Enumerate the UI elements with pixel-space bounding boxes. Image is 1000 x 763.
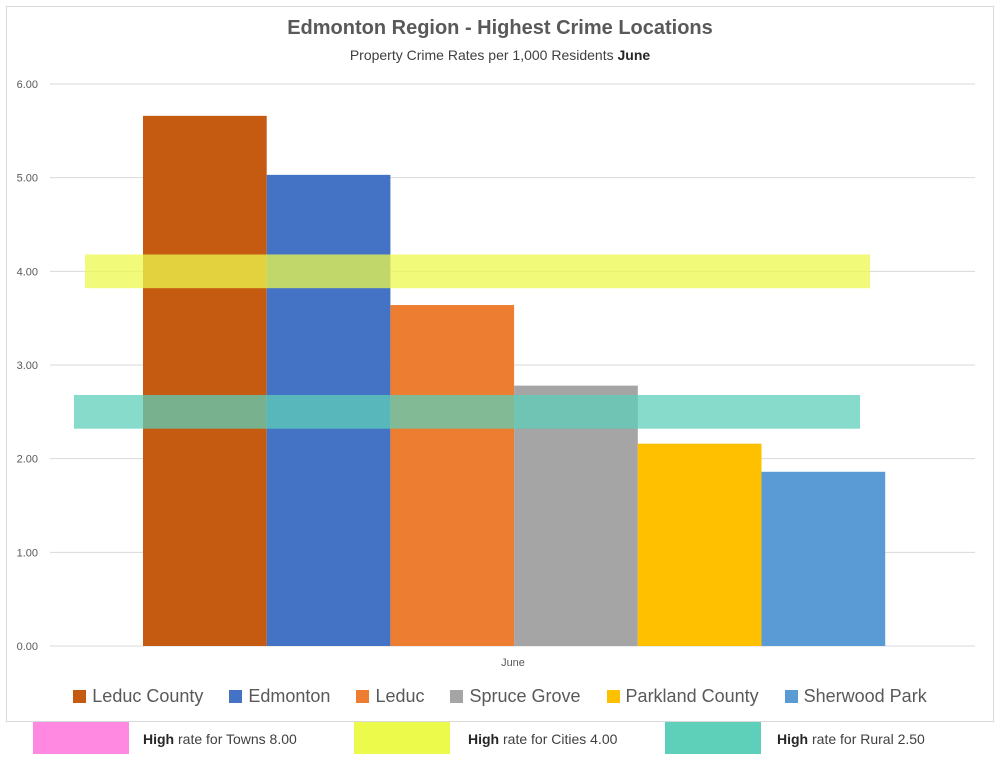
subtitle-month: June xyxy=(617,47,651,63)
legend-swatch xyxy=(73,690,87,703)
legend-item: Edmonton xyxy=(229,686,330,707)
legend-item: Sherwood Park xyxy=(784,686,927,707)
threshold-bands xyxy=(74,254,870,429)
legend-swatch xyxy=(356,690,370,703)
legend-item: Leduc County xyxy=(73,686,203,707)
legend-swatch xyxy=(606,690,620,703)
legend-label: Leduc xyxy=(375,686,425,706)
y-tick-label: 1.00 xyxy=(17,547,38,559)
legend-item: Parkland County xyxy=(606,686,759,707)
bar-leduc xyxy=(390,305,515,646)
rural-threshold-label: High rate for Rural 2.50 xyxy=(777,731,925,747)
cities-threshold-swatch xyxy=(354,722,450,754)
y-tick-label: 4.00 xyxy=(17,266,38,278)
cities-threshold-label: High rate for Cities 4.00 xyxy=(468,731,618,747)
legend-swatch xyxy=(229,690,243,703)
legend-label: Parkland County xyxy=(625,686,759,706)
legend-label: Spruce Grove xyxy=(469,686,581,706)
legend: Leduc County Edmonton Leduc Spruce Grove Par… xyxy=(0,686,1000,707)
legend-label: Sherwood Park xyxy=(803,686,927,706)
bar-parkland-county xyxy=(637,443,762,646)
bar-leduc-county xyxy=(143,115,267,646)
towns-threshold-swatch xyxy=(33,722,129,754)
x-category-label: June xyxy=(501,657,525,669)
y-axis-ticks: 0.00 1.00 2.00 3.00 4.00 5.00 6.00 xyxy=(17,79,38,653)
y-tick-label: 2.00 xyxy=(17,454,38,466)
legend-swatch xyxy=(450,690,464,703)
legend-label: Edmonton xyxy=(248,686,331,706)
threshold-band xyxy=(74,394,860,429)
y-tick-label: 5.00 xyxy=(17,173,38,185)
threshold-band xyxy=(85,254,870,289)
legend-item: Spruce Grove xyxy=(450,686,581,707)
chart-subtitle: Property Crime Rates per 1,000 Residents… xyxy=(0,47,1000,63)
threshold-legend: High rate for Towns 8.00 High rate for C… xyxy=(0,722,1000,756)
y-tick-label: 3.00 xyxy=(17,360,38,372)
legend-label: Leduc County xyxy=(92,686,204,706)
bars xyxy=(143,115,886,646)
y-tick-label: 0.00 xyxy=(17,641,38,653)
y-tick-label: 6.00 xyxy=(17,79,38,91)
chart-title: Edmonton Region - Highest Crime Location… xyxy=(287,17,713,39)
bar-sherwood-park xyxy=(761,471,886,646)
legend-item: Leduc xyxy=(356,686,424,707)
bar-spruce-grove xyxy=(514,385,638,646)
rural-threshold-swatch xyxy=(665,722,761,754)
towns-threshold-label: High rate for Towns 8.00 xyxy=(143,731,297,747)
legend-swatch xyxy=(784,690,798,703)
subtitle-text: Property Crime Rates per 1,000 Residents xyxy=(349,47,614,63)
